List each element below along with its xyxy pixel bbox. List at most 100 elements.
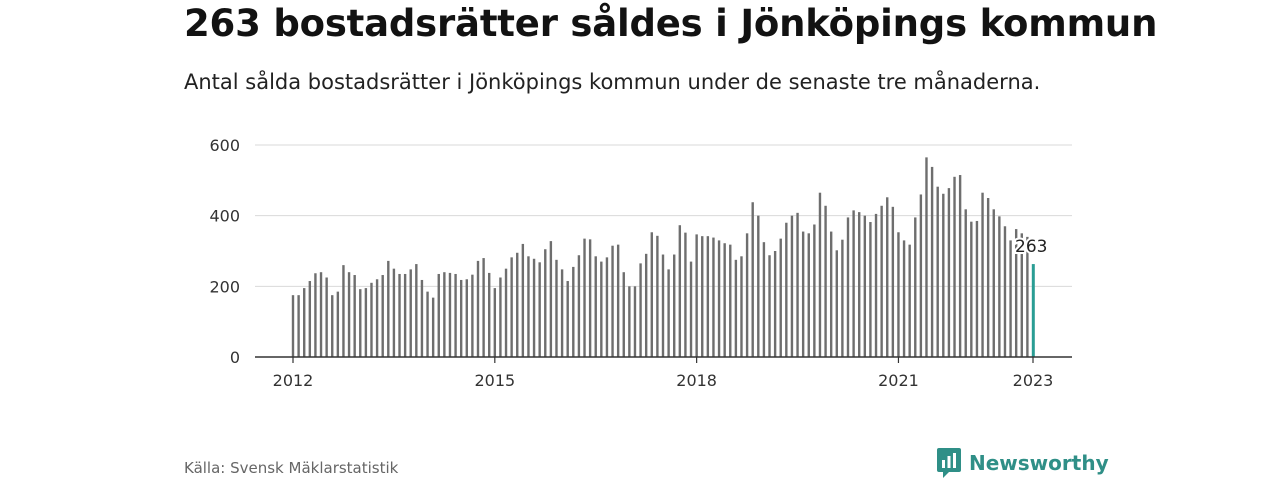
bar	[975, 220, 979, 357]
bar	[560, 269, 564, 357]
bar	[667, 269, 670, 357]
bar	[835, 250, 838, 357]
bar	[504, 268, 508, 357]
bar	[493, 288, 497, 357]
bar	[426, 291, 429, 357]
bar	[308, 281, 312, 357]
bar	[644, 253, 648, 357]
bar	[476, 260, 480, 357]
brand-logo[interactable]: Newsworthy	[937, 448, 1109, 478]
y-tick-label: 400	[209, 207, 240, 226]
x-tick-label: 2021	[878, 371, 919, 390]
bar	[359, 289, 362, 357]
bar	[936, 186, 939, 357]
bar	[768, 255, 771, 357]
bar	[970, 221, 973, 357]
bar	[986, 198, 990, 357]
bar	[370, 282, 373, 357]
highlight-value-label: 263	[1015, 237, 1047, 257]
bar	[762, 242, 766, 357]
bar	[656, 235, 659, 357]
bar	[998, 216, 1001, 357]
bar	[874, 213, 878, 357]
bar	[1003, 226, 1007, 357]
newsworthy-logo-icon	[937, 448, 961, 478]
bar	[897, 232, 900, 357]
bar	[723, 243, 726, 357]
bar	[852, 210, 855, 357]
bar	[516, 252, 519, 357]
bar	[942, 193, 945, 357]
bar	[695, 234, 698, 357]
bar	[757, 215, 760, 357]
bar	[375, 279, 379, 357]
bar	[919, 194, 923, 357]
bar	[454, 273, 457, 357]
bar	[914, 217, 917, 357]
bar	[622, 272, 625, 357]
bar	[785, 222, 788, 357]
bar	[673, 254, 676, 357]
bar	[824, 205, 827, 357]
bar	[583, 238, 586, 357]
bar	[588, 239, 592, 357]
bar	[291, 295, 295, 357]
bar	[521, 243, 525, 357]
bar	[555, 259, 558, 357]
bar	[459, 279, 463, 357]
bar	[1009, 240, 1012, 357]
page-title: 263 bostadsrätter såldes i Jönköpings ko…	[184, 2, 1158, 45]
source-note: Källa: Svensk Mäklarstatistik	[184, 459, 399, 477]
x-tick-label: 2018	[676, 371, 717, 390]
bar	[415, 264, 418, 357]
page-subtitle: Antal sålda bostadsrätter i Jönköpings k…	[184, 70, 1041, 94]
bar	[297, 295, 300, 357]
x-axis-ticks: 2012 2015 2018 2021 2023	[273, 357, 1053, 390]
bar	[908, 244, 911, 357]
bar	[336, 291, 340, 357]
bar	[678, 225, 682, 357]
bar	[398, 273, 401, 357]
bar	[510, 257, 513, 357]
bar	[616, 244, 620, 357]
bar	[846, 217, 850, 357]
bar	[1026, 236, 1029, 357]
bar	[443, 272, 446, 357]
y-tick-label: 600	[209, 136, 240, 155]
bar	[650, 232, 653, 357]
bar	[605, 257, 609, 357]
bar	[947, 188, 951, 357]
bar	[829, 231, 833, 357]
bar	[409, 269, 412, 357]
bar	[387, 260, 390, 357]
bar	[437, 273, 440, 357]
bar	[964, 209, 967, 357]
bar	[572, 266, 575, 357]
bar	[863, 215, 867, 357]
bar	[841, 239, 844, 357]
bar	[633, 286, 637, 357]
bar	[342, 265, 345, 357]
bar	[740, 256, 743, 357]
bar	[751, 202, 754, 357]
bar	[801, 231, 805, 357]
bar	[981, 192, 984, 357]
y-axis-ticks: 0 200 400 600	[209, 136, 240, 367]
bar	[796, 212, 799, 357]
bar	[717, 240, 721, 357]
bar	[628, 286, 631, 357]
bar	[925, 157, 928, 357]
bar	[353, 275, 356, 357]
bar	[465, 279, 468, 357]
bar	[1014, 229, 1018, 357]
bar	[600, 261, 603, 357]
bar	[992, 209, 995, 357]
bar-highlight	[1031, 264, 1035, 357]
bar	[689, 261, 693, 357]
bars	[291, 157, 1035, 357]
bar	[858, 212, 861, 357]
bar	[869, 222, 872, 357]
bar	[331, 295, 334, 357]
bar	[532, 258, 536, 357]
bar	[314, 273, 317, 357]
